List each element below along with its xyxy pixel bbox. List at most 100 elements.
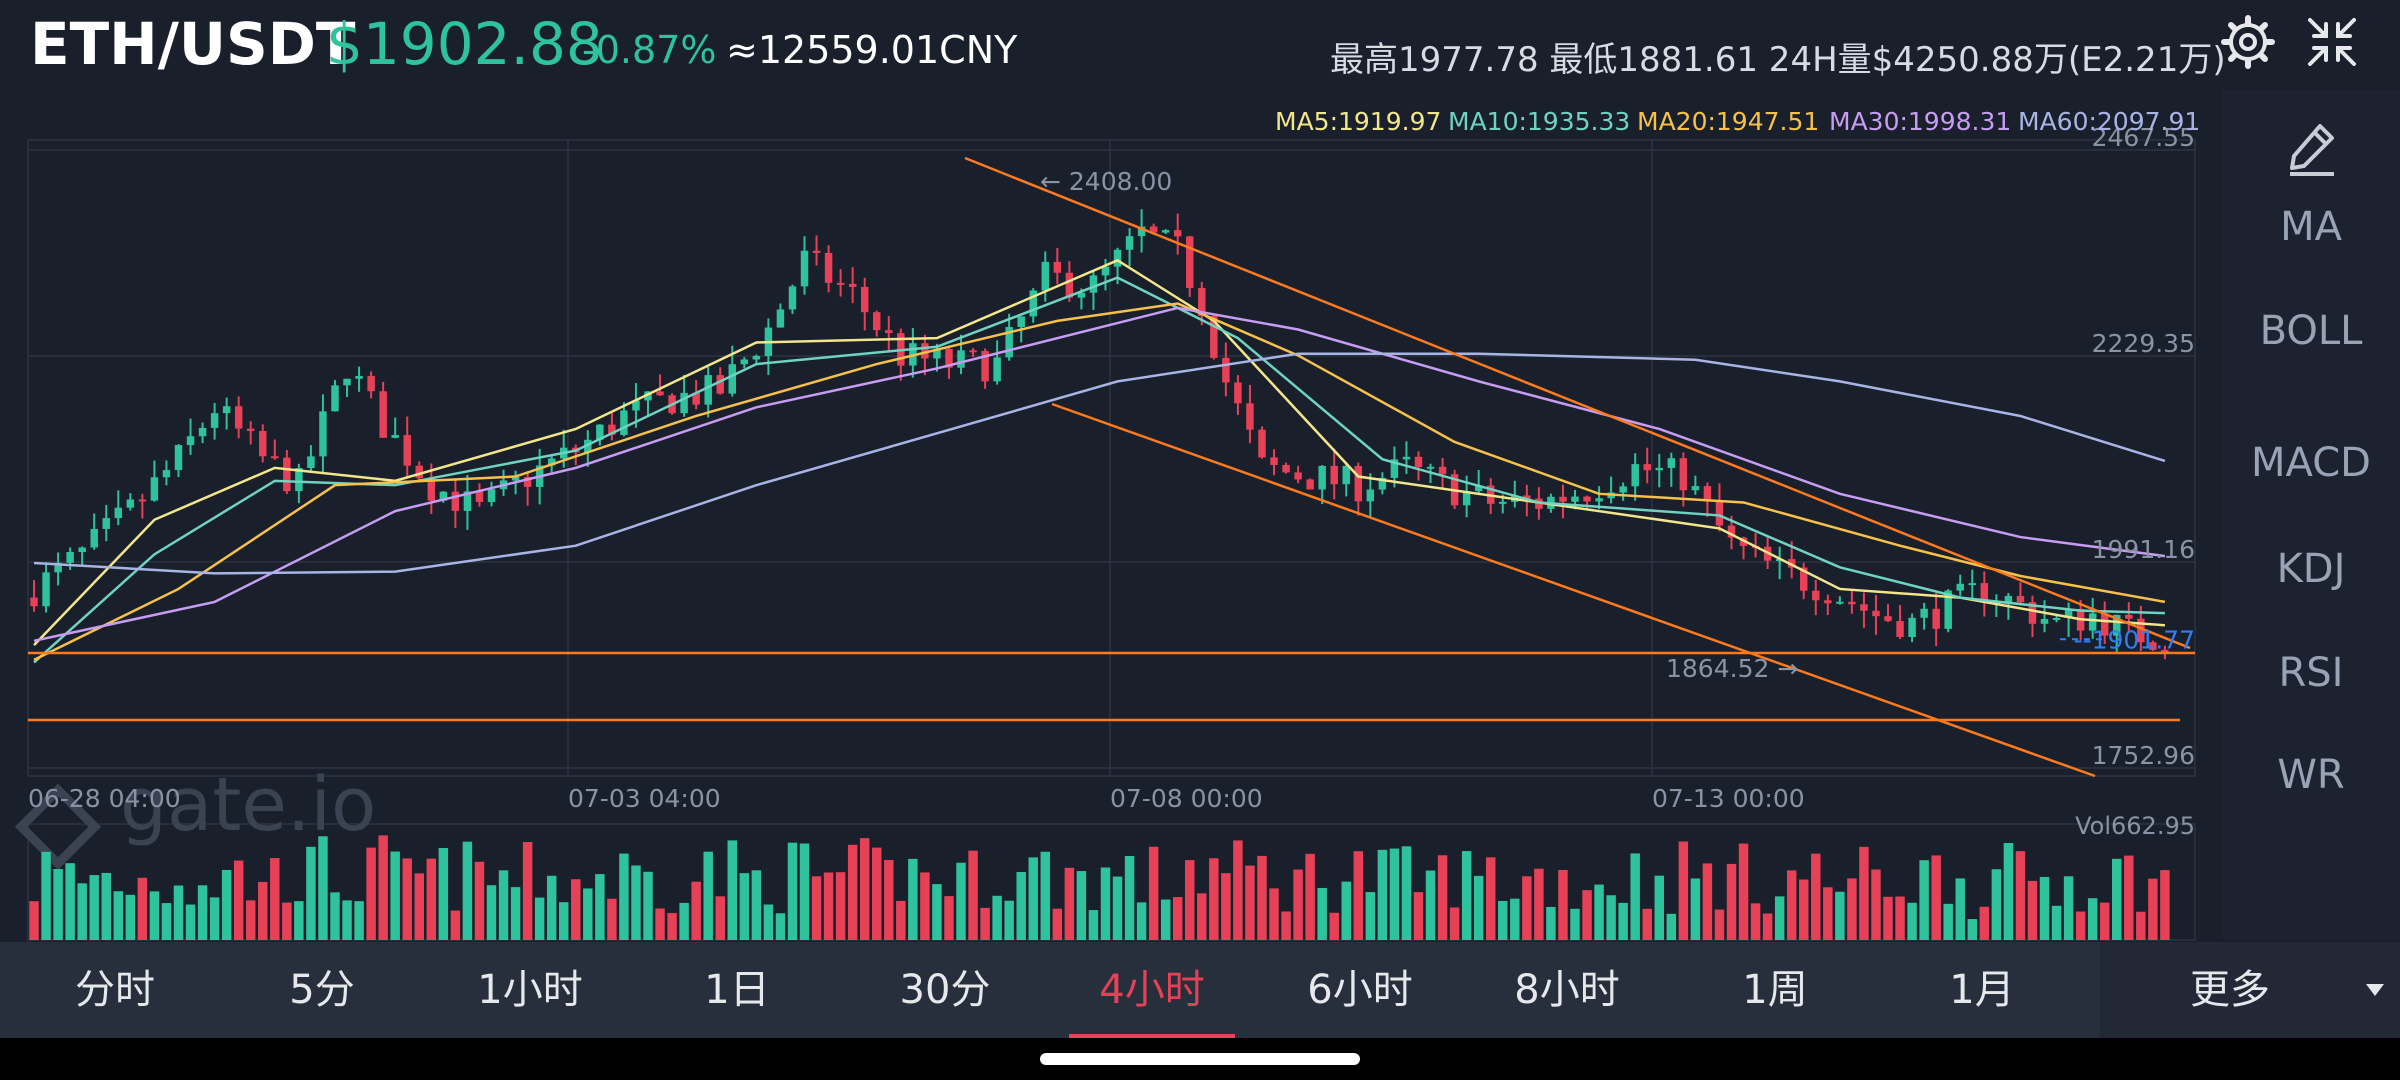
candle-body	[1402, 456, 1411, 460]
candle-body	[1836, 601, 1844, 604]
tab-1month[interactable]: 1月	[1949, 967, 2015, 1013]
volume-bar	[1750, 903, 1761, 940]
candle-body	[1619, 486, 1627, 493]
candle-body	[1342, 465, 1350, 485]
candle-body	[367, 375, 375, 392]
candle-body	[2004, 595, 2013, 603]
header: ETH/USDT $1902.88 -0.87% ≈12559.01CNY 最高…	[0, 0, 2400, 90]
volume-bar	[1991, 869, 2002, 940]
candle-body	[1655, 467, 1664, 471]
volume-bar	[1064, 867, 1075, 940]
candle-body	[2113, 614, 2121, 636]
tab-5min[interactable]: 5分	[289, 967, 355, 1013]
indicator-macd[interactable]: MACD	[2251, 440, 2371, 486]
candle-body	[1426, 466, 1435, 469]
volume-bar	[944, 896, 954, 940]
volume-bar	[1955, 878, 1965, 940]
volume-frame	[27, 823, 2196, 941]
volume-bar	[823, 872, 834, 940]
volume-bar	[1666, 913, 1677, 940]
volume-bar	[1835, 891, 1845, 940]
volume-bar	[1401, 846, 1412, 940]
volume-bar	[1534, 868, 1544, 940]
tab-1day[interactable]: 1日	[704, 967, 770, 1013]
volume-bar	[2112, 858, 2122, 940]
candle-body	[1583, 496, 1591, 502]
collapse-icon[interactable]	[2302, 12, 2362, 72]
candle-body	[1727, 525, 1736, 538]
tab-30min[interactable]: 30分	[899, 967, 991, 1013]
candle-body	[355, 375, 363, 379]
volume-bar	[1449, 907, 1460, 940]
current-price-label: --1901.77	[2074, 625, 2195, 654]
pair-title[interactable]: ETH/USDT	[30, 10, 356, 78]
tab-1hour[interactable]: 1小时	[477, 967, 583, 1013]
volume-bar	[29, 901, 39, 940]
candle-body	[596, 424, 604, 440]
tab-4hour[interactable]: 4小时	[1099, 967, 1205, 1013]
indicator-wr[interactable]: WR	[2277, 752, 2345, 798]
volume-bar	[1606, 895, 1616, 940]
candle-body	[1474, 485, 1483, 492]
candle-body	[174, 445, 183, 471]
indicator-boll[interactable]: BOLL	[2259, 308, 2363, 354]
candle-body	[1077, 292, 1086, 298]
gate-logo-icon	[14, 783, 102, 870]
candle-body	[234, 406, 243, 429]
volume-bar	[2063, 876, 2074, 940]
volume-bar	[1943, 903, 1953, 940]
volume-bar	[498, 870, 509, 940]
candle-body	[620, 410, 628, 435]
pencil-icon[interactable]	[2282, 118, 2342, 178]
x-tick-label: 07-08 00:00	[1110, 784, 1263, 813]
tab-1week[interactable]: 1周	[1742, 967, 1808, 1013]
candle-body	[788, 286, 797, 310]
candle-body	[716, 375, 724, 394]
volume-bar	[1136, 902, 1147, 940]
volume-bar	[282, 902, 292, 940]
candle-body	[957, 350, 965, 368]
indicator-rsi[interactable]: RSI	[2278, 650, 2344, 696]
volume-bar	[1859, 846, 1869, 940]
candle-body	[1017, 316, 1025, 327]
candle-body	[150, 477, 159, 501]
candle-body	[1595, 498, 1603, 502]
more-button[interactable]: 更多	[2100, 942, 2400, 1038]
candle-body	[921, 343, 929, 359]
candle-body	[1282, 464, 1290, 473]
candle-body	[848, 283, 857, 287]
indicator-ma[interactable]: MA	[2280, 204, 2342, 250]
volume-bar	[920, 872, 930, 940]
home-indicator[interactable]	[1040, 1053, 1360, 1065]
volume-bar	[1365, 892, 1376, 940]
tab-6hour[interactable]: 6小时	[1307, 967, 1413, 1013]
candlestick-chart[interactable]: gate.io 2467.55 2229.35 1991.16 1752.96 06-2…	[0, 90, 2222, 942]
tab-8hour[interactable]: 8小时	[1514, 967, 1620, 1013]
candle-body	[343, 378, 351, 386]
gear-icon[interactable]	[2218, 12, 2278, 72]
candle-body	[427, 478, 436, 501]
volume-bar	[438, 847, 449, 940]
volume-bar	[691, 881, 701, 940]
volume-bar	[847, 844, 858, 940]
volume-bar	[1076, 871, 1087, 940]
volume-bar	[2099, 902, 2110, 940]
volume-bar	[1004, 900, 1014, 940]
ma-legend-item: MA10:1935.33	[1448, 107, 1630, 136]
ma-legend-item: MA20:1947.51	[1637, 107, 1819, 136]
volume-bar	[1148, 846, 1159, 940]
volume-bar	[1160, 899, 1171, 940]
candle-body	[776, 309, 785, 328]
volume-bar	[1799, 879, 1809, 940]
candle-body	[391, 435, 399, 438]
volume-bar	[2015, 851, 2026, 940]
volume-bar	[1124, 855, 1135, 940]
candle-body	[969, 350, 977, 353]
indicator-kdj[interactable]: KDJ	[2276, 546, 2346, 592]
tab-timeline[interactable]: 分时	[75, 967, 155, 1013]
candle-body	[824, 252, 833, 283]
volume-bar	[161, 903, 172, 940]
candle-body	[800, 250, 809, 287]
volume-bar	[1269, 888, 1279, 940]
volume-bar	[1245, 865, 1255, 940]
